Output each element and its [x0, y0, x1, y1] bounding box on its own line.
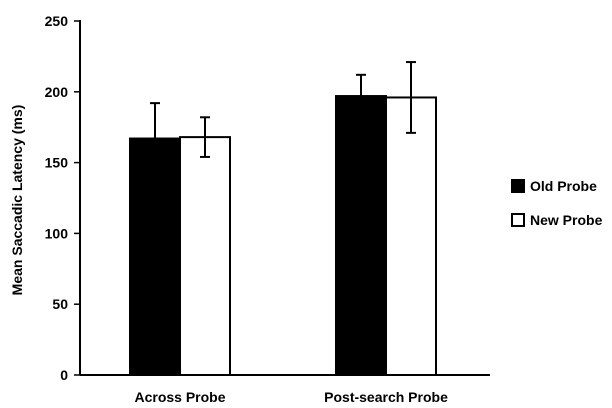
bars-group	[129, 95, 437, 377]
y-tick-label: 50	[52, 296, 68, 312]
bar	[385, 96, 437, 377]
y-axis-ticks: 0 50 100 150 200 250	[45, 13, 80, 383]
legend-swatch	[511, 213, 525, 227]
y-tick-label: 150	[45, 155, 69, 171]
legend-label: New Probe	[530, 212, 603, 228]
legend-swatch	[511, 179, 525, 193]
error-bars-group	[150, 61, 416, 175]
bar	[179, 136, 231, 376]
y-axis-title-group: Mean Saccadic Latency (ms)	[9, 105, 25, 296]
legend-label: Old Probe	[530, 178, 597, 194]
legend: Old Probe New Probe	[511, 178, 603, 228]
y-axis-title: Mean Saccadic Latency (ms)	[9, 105, 25, 296]
x-tick-label: Post-search Probe	[324, 389, 448, 405]
x-axis-ticks: Across Probe Post-search Probe	[134, 389, 448, 405]
y-tick-label: 0	[60, 367, 68, 383]
y-tick-label: 200	[45, 84, 69, 100]
y-tick-label: 250	[45, 13, 69, 29]
axes-group	[79, 20, 490, 376]
y-tick-label: 100	[45, 225, 69, 241]
bar	[335, 95, 387, 376]
x-tick-label: Across Probe	[134, 389, 225, 405]
